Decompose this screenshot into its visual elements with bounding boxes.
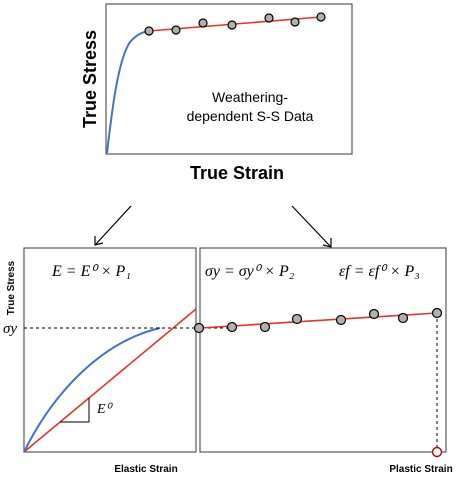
connector-arrows <box>94 205 332 248</box>
plastic-data-point <box>226 321 238 333</box>
plastic-hardening-line <box>199 312 438 329</box>
plastic-data-point <box>335 314 347 326</box>
arrow-to-plastic-shaft <box>291 205 331 247</box>
yield-stress-label: σy <box>3 321 17 337</box>
arrow-to-elastic-shaft <box>95 205 132 245</box>
top-data-point <box>144 26 154 36</box>
top-data-point <box>290 17 300 27</box>
top-elastic-curve <box>106 30 150 154</box>
failure-strain-marker <box>431 446 443 458</box>
elastic-panel: E⁰ E = E⁰ × P₁ σy True Stress Elastic St… <box>3 247 197 475</box>
plastic-data-point <box>368 308 380 320</box>
top-data-point <box>264 13 274 23</box>
elastic-y-axis-label: True Stress <box>6 260 17 315</box>
top-caption-line1: Weathering- <box>212 89 288 105</box>
plastic-data-points <box>193 307 443 334</box>
elastic-x-axis-label: Elastic Strain <box>114 464 177 475</box>
slope-triangle <box>60 398 90 423</box>
top-y-axis-label: True Stress <box>80 30 100 128</box>
top-data-point <box>227 20 237 30</box>
arrow-to-elastic-head <box>94 236 104 246</box>
plastic-data-point <box>397 312 409 324</box>
plastic-data-point <box>193 322 205 334</box>
slope-label: E⁰ <box>96 402 114 417</box>
top-caption-line2: dependent S-S Data <box>187 108 314 124</box>
elastic-stress-curve <box>23 327 161 453</box>
elastic-modulus-line <box>23 308 197 453</box>
plastic-panel-frame <box>199 247 447 453</box>
plastic-data-point <box>259 321 271 333</box>
top-data-point <box>316 12 326 22</box>
top-data-point <box>171 25 181 35</box>
plastic-panel: σy = σy⁰ × P₂ εf = εf⁰ × P₃ Plastic Stra… <box>193 247 453 475</box>
arrow-to-plastic-head <box>322 238 332 248</box>
yield-equation: σy = σy⁰ × P₂ <box>205 263 295 280</box>
top-x-axis-label: True Strain <box>190 163 284 183</box>
plastic-data-point <box>431 307 443 319</box>
elastic-equation: E = E⁰ × P₁ <box>51 263 131 280</box>
top-data-point <box>198 18 208 28</box>
top-stress-strain-panel: Weathering- dependent S-S Data True Stre… <box>80 3 353 183</box>
plastic-x-axis-label: Plastic Strain <box>389 464 452 475</box>
top-data-points <box>144 12 326 36</box>
plastic-data-point <box>291 313 303 325</box>
failure-equation: εf = εf⁰ × P₃ <box>339 263 420 280</box>
